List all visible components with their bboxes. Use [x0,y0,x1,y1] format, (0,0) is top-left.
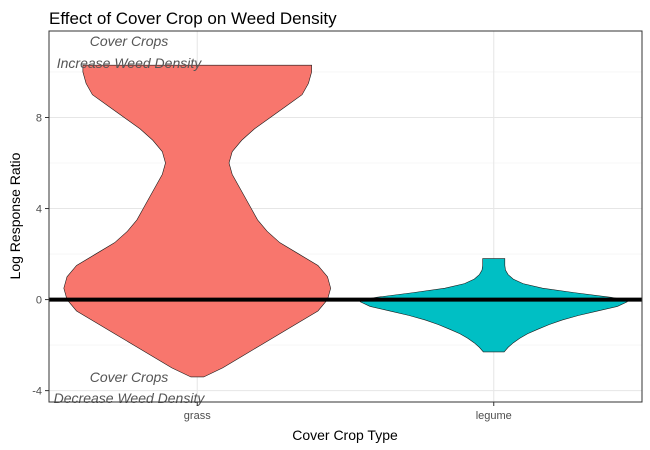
y-tick-label: 8 [36,112,42,124]
annotation-top-line-1: Cover Crops [90,33,169,49]
violin-legume [359,258,628,353]
y-tick-label: -4 [32,386,42,398]
y-axis: -4 0 4 8 [32,112,49,398]
annotation-top: Cover Crops Increase Weed Density [57,33,202,71]
annotation-top-line-2: Increase Weed Density [57,55,202,71]
y-axis-title: Log Response Ratio [7,152,23,279]
panel-border [48,30,643,403]
x-tick-label-legume: legume [476,410,512,422]
y-tick-label: 0 [36,295,42,307]
x-axis: grass legume [184,402,512,422]
x-axis-title: Cover Crop Type [292,427,398,443]
y-tick-label: 4 [36,204,42,216]
annotation-bottom-line-1: Cover Crops [90,369,169,385]
chart-title: Effect of Cover Crop on Weed Density [49,9,337,28]
annotation-bottom-line-2: Decrease Weed Density [54,390,206,406]
x-tick-label-grass: grass [184,410,211,422]
